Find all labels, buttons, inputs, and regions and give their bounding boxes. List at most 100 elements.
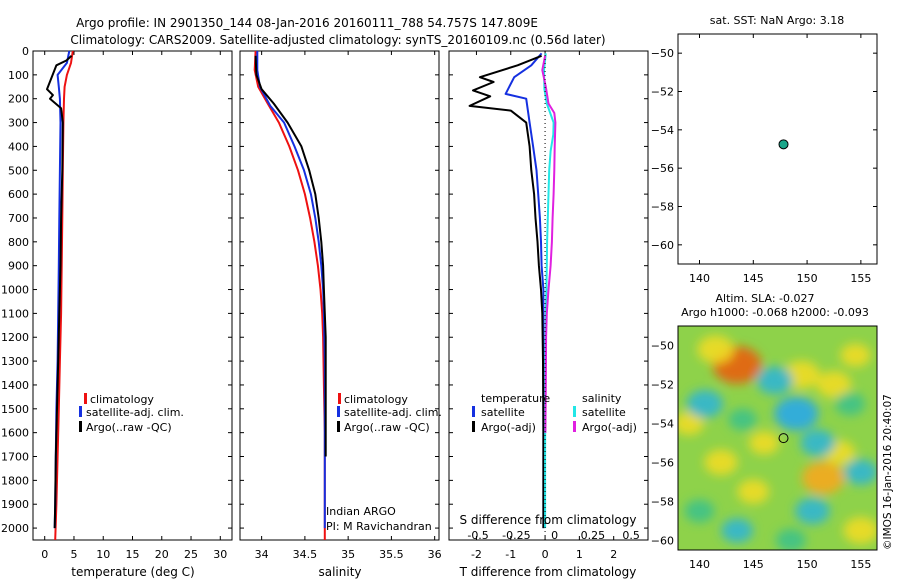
depth-tick-label: 1100 — [1, 307, 29, 320]
salinity-x-tick-label: 35 — [341, 548, 355, 561]
sla-map-title-line1: Altim. SLA: -0.027 — [715, 292, 814, 305]
depth-tick-label: 600 — [8, 188, 29, 201]
difference-panel-frame — [448, 50, 649, 541]
sla-map-x-tick-label: 155 — [850, 558, 871, 571]
depth-tick-label: 1500 — [1, 403, 29, 416]
sla-map-x-tick-label: 150 — [797, 558, 818, 571]
legend-label-climatology: climatology — [90, 393, 154, 406]
legend-swatch-s-satellite — [573, 406, 576, 417]
sla-anomaly-blob — [684, 499, 715, 523]
difference-series-s-argo-adj- — [541, 55, 557, 433]
temperature-legend: climatology satellite-adj. clim. Argo(..… — [79, 393, 184, 434]
temperature-x-tick-label: 30 — [213, 548, 227, 561]
sla-anomaly-blob — [704, 449, 738, 476]
sst-map-y-tick-label: −54 — [651, 124, 674, 137]
sst-map-y-tick-label: −58 — [651, 201, 674, 214]
legend-label-s-satellite: satellite — [582, 406, 626, 419]
depth-tick-label: 1800 — [1, 474, 29, 487]
legend-title-salinity: salinity — [582, 392, 622, 405]
sla-anomaly-blob — [686, 389, 724, 418]
difference-x-tick-label: -1 — [505, 548, 516, 561]
sla-anomaly-blob — [800, 429, 836, 457]
depth-tick-label: 1000 — [1, 284, 29, 297]
difference-x-tick-label: 1 — [576, 548, 583, 561]
temperature-x-tick-label: 25 — [184, 548, 198, 561]
salinity-series-argo-raw-qc- — [254, 55, 327, 457]
temperature-x-axis: 0 5 10 15 20 25 30 — [41, 51, 227, 561]
difference-series — [468, 52, 557, 529]
depth-tick-label: 400 — [8, 140, 29, 153]
temperature-xlabel: temperature (deg C) — [71, 565, 194, 579]
legend-label-climatology: climatology — [344, 393, 408, 406]
sla-anomaly-blob — [678, 411, 704, 435]
sla-map-title-line2: Argo h1000: -0.068 h2000: -0.093 — [681, 306, 869, 319]
sla-map-y-tick-label: −52 — [651, 378, 674, 391]
sla-anomaly-blob — [697, 335, 734, 364]
legend-label-t-argo: Argo(-adj) — [481, 421, 536, 434]
depth-tick-label: 0 — [22, 45, 29, 58]
salinity-series — [253, 50, 327, 540]
temperature-series-climatology — [54, 50, 74, 541]
difference-top-xlabel: S difference from climatology — [460, 513, 637, 527]
depth-tick-label: 1200 — [1, 331, 29, 344]
figure-title-line2: Climatology: CARS2009. Satellite-adjuste… — [70, 33, 605, 47]
difference-series-t-argo-adj- — [468, 54, 545, 529]
legend-swatch-climatology — [84, 393, 87, 404]
sla-anomaly-blob — [748, 431, 780, 455]
sla-anomaly-blob — [774, 396, 819, 431]
sst-map-x-tick-label: 150 — [797, 272, 818, 285]
temperature-series — [46, 50, 74, 541]
depth-tick-label: 1700 — [1, 451, 29, 464]
depth-tick-label: 2000 — [1, 522, 29, 535]
legend-label-satellite: satellite-adj. clim. — [344, 406, 442, 419]
sla-anomaly-blob — [775, 528, 807, 550]
sst-map-frame — [677, 33, 878, 265]
sla-map-points — [778, 433, 789, 444]
legend-swatch-s-argo — [573, 421, 576, 432]
depth-tick-label: 300 — [8, 117, 29, 130]
legend-swatch-t-argo — [472, 421, 475, 432]
legend-swatch-argo — [79, 421, 82, 432]
sla-map-y-tick-label: −58 — [651, 495, 674, 508]
sst-map-x-tick-label: 145 — [743, 272, 764, 285]
sla-anomaly-blob — [801, 461, 845, 495]
legend-swatch-satellite — [337, 406, 340, 417]
legend-title-temperature: temperature — [481, 392, 550, 405]
legend-swatch-t-satellite — [472, 406, 475, 417]
difference-x-tick-label: 0 — [542, 548, 549, 561]
sla-map-y-tick-label: −50 — [651, 339, 674, 352]
salinity-series-climatology — [253, 50, 326, 540]
difference-top-tick-label: 0.25 — [581, 529, 606, 542]
temperature-x-tick-label: 5 — [70, 548, 77, 561]
legend-label-argo: Argo(..raw -QC) — [344, 421, 430, 434]
temperature-x-tick-label: 20 — [155, 548, 169, 561]
sla-anomaly-blob — [756, 366, 794, 395]
argo-program-label: Indian ARGO — [326, 505, 396, 518]
difference-top-tick-label: 0.5 — [622, 529, 640, 542]
depth-tick-label: 1300 — [1, 355, 29, 368]
sst-map-axes: 140 145 150 155 −50 −52 −54 −56 −58 −60 — [651, 34, 877, 285]
depth-tick-label: 500 — [8, 164, 29, 177]
sst-map-y-tick-label: −56 — [651, 162, 674, 175]
sla-anomaly-blob — [728, 408, 757, 431]
difference-top-tick-label: -0.5 — [467, 529, 488, 542]
difference-top-tick-label: 0 — [551, 529, 558, 542]
difference-series-t-satellite — [504, 52, 545, 529]
sla-heatmap — [678, 326, 877, 550]
sla-heatmap-blobs — [678, 335, 877, 550]
depth-tick-label: 1400 — [1, 379, 29, 392]
sla-anomaly-blob — [795, 497, 830, 525]
sla-map-y-tick-label: −60 — [651, 534, 674, 547]
sst-map-y-tick-label: −50 — [651, 47, 674, 60]
depth-tick-label: 1900 — [1, 498, 29, 511]
salinity-x-tick-label: 34 — [255, 548, 269, 561]
difference-x-axis: -2 -1 0 1 2 -0.5 -0.25 0 0.25 0.5 — [467, 51, 640, 561]
sst-map-points — [778, 139, 789, 150]
sla-map-y-tick-label: −54 — [651, 417, 674, 430]
legend-swatch-climatology — [338, 393, 341, 404]
salinity-panel-frame — [239, 50, 440, 541]
salinity-legend: climatology satellite-adj. clim. Argo(..… — [326, 393, 442, 533]
sst-map-argo-location-marker — [778, 139, 789, 150]
sst-map-x-tick-label: 140 — [689, 272, 710, 285]
salinity-x-tick-label: 35.5 — [379, 548, 404, 561]
